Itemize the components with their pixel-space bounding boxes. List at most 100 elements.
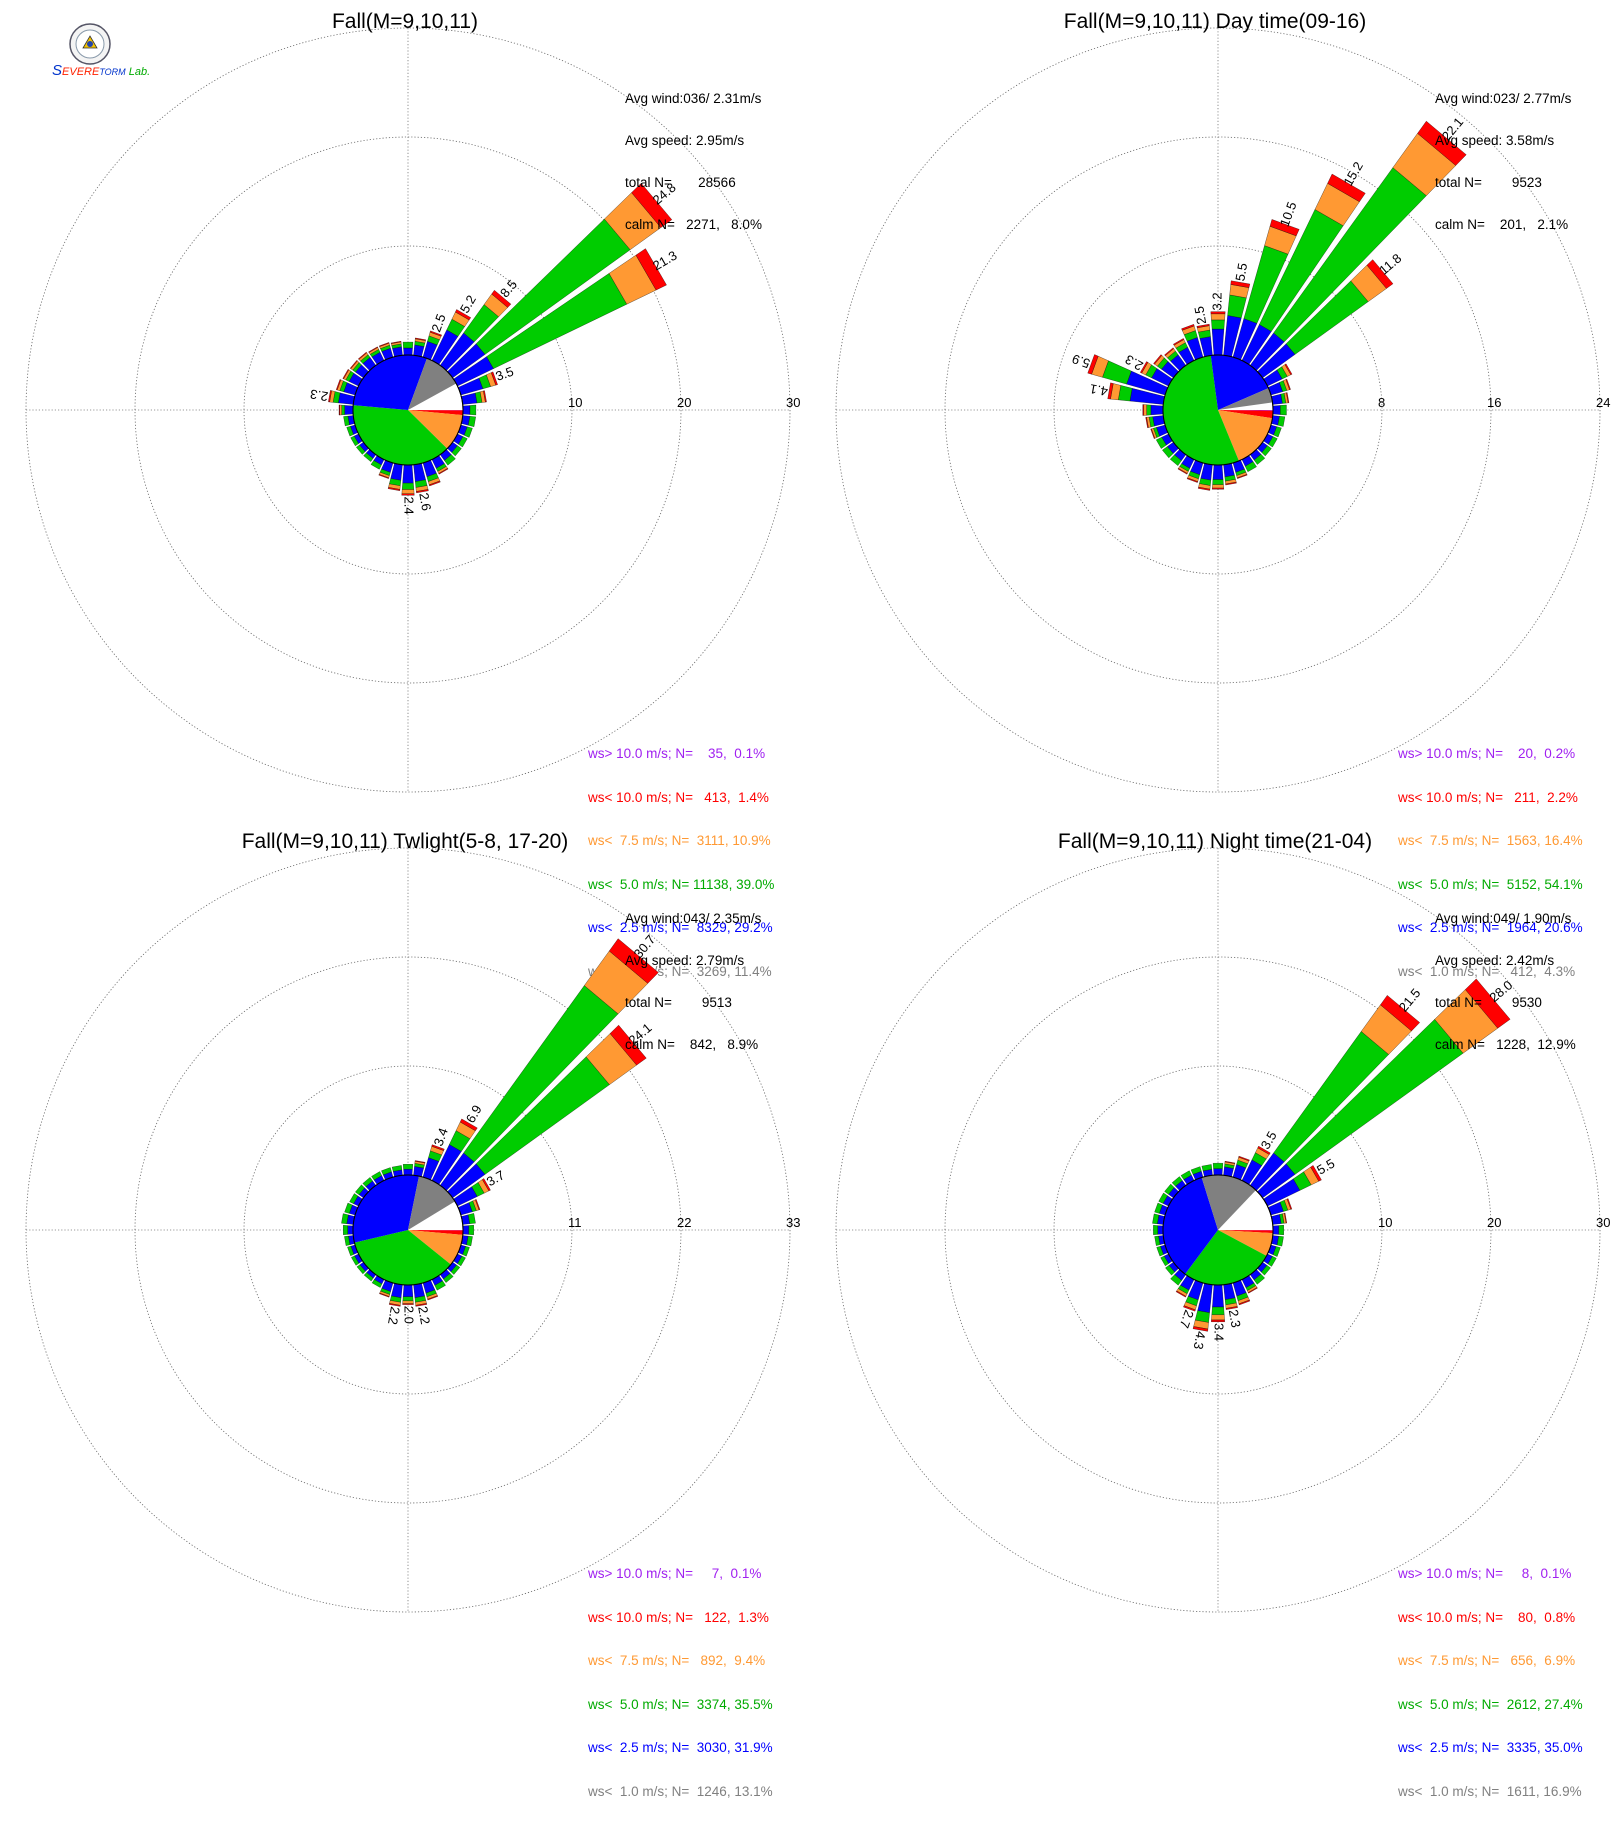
legend-entry: ws< 10.0 m/s; N= 413, 1.4%	[588, 791, 774, 806]
ring-tick-label: 10	[1378, 1215, 1392, 1230]
wind-bar-segment	[391, 1283, 402, 1297]
wind-bar-segment	[1211, 320, 1224, 329]
panel-title: Fall(M=9,10,11) Twlight(5-8, 17-20)	[0, 830, 810, 854]
wind-bar-segment	[469, 1225, 474, 1235]
wind-bar-segment	[1212, 1307, 1224, 1315]
wind-bar-segment	[1147, 405, 1151, 415]
wind-bar-segment	[404, 1169, 413, 1175]
wind-bar-segment	[338, 393, 354, 405]
wind-bar-segment	[1211, 1320, 1224, 1322]
bar-value-label: 5.9	[1070, 351, 1092, 371]
stats-box: Avg wind:043/ 2.35m/s Avg speed: 2.79m/s…	[625, 884, 761, 1080]
wind-bar-segment	[1280, 405, 1286, 415]
ring-tick-label: 16	[1487, 395, 1501, 410]
legend-entry: ws< 7.5 m/s; N= 892, 9.4%	[588, 1654, 773, 1669]
wind-bar-segment	[339, 405, 340, 415]
stat-calm-n: calm N= 2271, 8.0%	[625, 218, 762, 232]
legend-entry: ws> 10.0 m/s; N= 8, 0.1%	[1398, 1567, 1583, 1582]
legend-entry: ws< 5.0 m/s; N= 2612, 27.4%	[1398, 1698, 1583, 1713]
legend-entry: ws< 2.5 m/s; N= 3335, 35.0%	[1398, 1741, 1583, 1756]
wind-bar-segment	[343, 1225, 347, 1235]
wind-bar-segment	[348, 1226, 353, 1235]
wind-bar-segment	[470, 405, 476, 415]
stat-avg-speed: Avg speed: 2.79m/s	[625, 954, 761, 968]
legend-entry: ws< 5.0 m/s; N= 3374, 35.5%	[588, 1698, 773, 1713]
ring-tick-label: 24	[1596, 395, 1610, 410]
stat-avg-speed: Avg speed: 2.95m/s	[625, 134, 762, 148]
ring-tick-label: 22	[677, 1215, 691, 1230]
panel-title: Fall(M=9,10,11) Day time(09-16)	[810, 10, 1620, 34]
wind-bar-segment	[1212, 329, 1224, 355]
ring-tick-label: 10	[568, 395, 582, 410]
ring-tick-label: 8	[1378, 395, 1385, 410]
bar-value-label: 2.2	[415, 1305, 433, 1325]
wind-bar-segment	[1224, 1283, 1236, 1299]
wind-bar-segment	[403, 1164, 413, 1169]
wind-bar-segment	[1153, 1225, 1157, 1234]
wind-bar-segment	[1144, 405, 1147, 416]
legend-entry: ws> 10.0 m/s; N= 20, 0.2%	[1398, 747, 1583, 762]
bar-value-label: 4.3	[1191, 1330, 1209, 1350]
ring-tick-label: 20	[1487, 1215, 1501, 1230]
wind-bar-segment	[391, 463, 403, 480]
wind-bar-segment	[403, 1301, 414, 1304]
bar-value-label: 3.4	[431, 1126, 451, 1148]
wind-bar-segment	[1213, 1163, 1223, 1168]
ring-tick-label: 11	[568, 1215, 582, 1230]
wind-bar-segment	[340, 405, 342, 415]
bar-value-label: 2.2	[385, 1305, 403, 1325]
wind-bar-segment	[461, 393, 477, 404]
bar-value-label: 3.2	[1209, 292, 1224, 310]
wind-bar-segment	[1213, 465, 1223, 480]
wind-bar-segment	[403, 342, 413, 348]
legend-entry: ws< 10.0 m/s; N= 80, 0.8%	[1398, 1611, 1583, 1626]
legend-entry: ws< 10.0 m/s; N= 122, 1.3%	[588, 1611, 773, 1626]
wind-bar-segment	[1279, 1225, 1284, 1235]
bar-value-label: 2.5	[428, 312, 448, 334]
bar-value-label: 15.2	[1340, 159, 1366, 188]
stat-avg-speed: Avg speed: 3.58m/s	[1435, 134, 1571, 148]
wind-bar-segment	[1151, 405, 1163, 415]
stat-calm-n: calm N= 842, 8.9%	[625, 1038, 761, 1052]
wind-bar-segment	[402, 490, 414, 494]
wind-bar-segment	[1273, 1226, 1279, 1235]
wind-bar-segment	[1211, 314, 1225, 320]
ring-tick-label: 33	[786, 1215, 800, 1230]
legend-entry: ws< 1.0 m/s; N= 1246, 13.1%	[588, 1785, 773, 1800]
stat-total-n: total N= 9513	[625, 996, 761, 1010]
wind-bar-segment	[1211, 312, 1225, 314]
stat-avg-speed: Avg speed: 2.42m/s	[1435, 954, 1576, 968]
bar-value-label: 3.4	[1212, 1323, 1227, 1341]
speed-legend: ws> 10.0 m/s; N= 7, 0.1% ws< 10.0 m/s; N…	[588, 1538, 773, 1828]
wind-bar-segment	[345, 405, 353, 414]
ring-tick-label: 30	[786, 395, 800, 410]
stat-calm-n: calm N= 1228, 12.9%	[1435, 1038, 1576, 1052]
legend-entry: ws< 7.5 m/s; N= 656, 6.9%	[1398, 1654, 1583, 1669]
wind-bar-segment	[403, 348, 412, 355]
wind-bar-segment	[1158, 1226, 1163, 1235]
wind-bar-segment	[1213, 480, 1224, 485]
wind-bar-segment	[1211, 1315, 1224, 1320]
bar-value-label: 5.5	[1232, 262, 1250, 282]
bar-value-label: 10.5	[1277, 200, 1300, 229]
wind-bar-segment	[402, 494, 415, 496]
legend-entry: ws< 10.0 m/s; N= 211, 2.2%	[1398, 791, 1583, 806]
legend-entry: ws> 10.0 m/s; N= 35, 0.1%	[588, 747, 774, 762]
ring-tick-label: 20	[677, 395, 691, 410]
wind-bar-segment	[1213, 1169, 1222, 1176]
legend-entry: ws< 1.0 m/s; N= 1611, 16.9%	[1398, 1785, 1583, 1800]
bar-value-label: 2.4	[402, 496, 417, 514]
wind-bar-segment	[414, 345, 425, 357]
stats-box: Avg wind:036/ 2.31m/s Avg speed: 2.95m/s…	[625, 64, 762, 260]
stat-avg-wind: Avg wind:049/ 1.90m/s	[1435, 912, 1576, 926]
ring-tick-label: 30	[1596, 1215, 1610, 1230]
stat-avg-wind: Avg wind:043/ 2.35m/s	[625, 912, 761, 926]
wind-bar-segment	[342, 405, 345, 415]
stats-box: Avg wind:023/ 2.77m/s Avg speed: 3.58m/s…	[1435, 64, 1571, 260]
bar-value-label: 2.6	[416, 492, 434, 512]
